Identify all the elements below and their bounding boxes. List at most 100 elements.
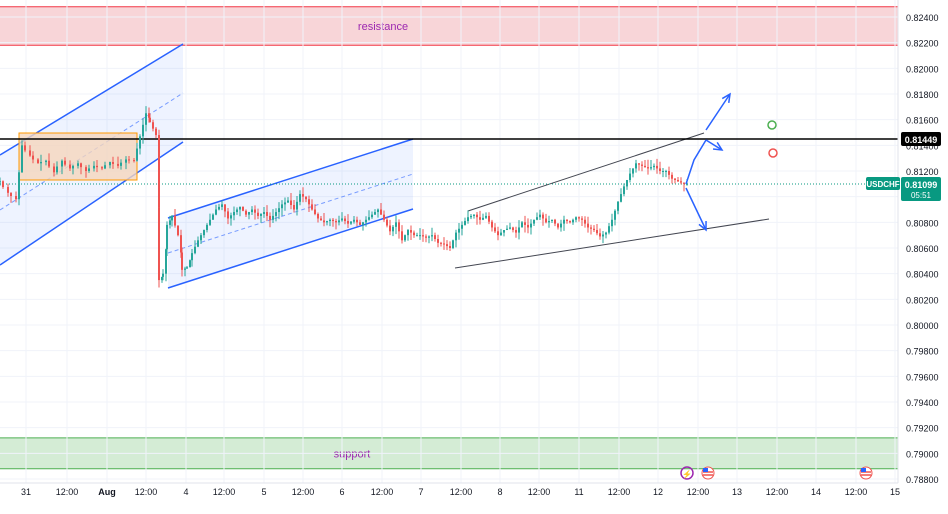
candle-body <box>93 165 95 169</box>
candle-body <box>314 209 316 214</box>
bar-countdown: 05:51 <box>911 191 932 200</box>
candle-body <box>245 210 247 215</box>
candle-body <box>596 230 598 234</box>
candle-body <box>659 168 661 171</box>
candle-body <box>152 122 154 129</box>
candle-body <box>165 249 167 274</box>
candle-body <box>572 219 574 223</box>
candle-body <box>109 162 111 166</box>
candle-body <box>644 165 646 168</box>
price-tick-label: 0.79600 <box>906 372 939 382</box>
price-tick-label: 0.82000 <box>906 64 939 74</box>
candle-body <box>497 231 499 236</box>
candle-body <box>24 145 26 151</box>
candle-body <box>61 160 63 167</box>
price-tick-label: 0.80000 <box>906 321 939 331</box>
candle-body <box>581 218 583 220</box>
candle-body <box>410 230 412 233</box>
candle-body <box>515 230 517 233</box>
time-tick-label: 6 <box>339 487 344 497</box>
candle-body <box>407 230 409 236</box>
price-tick-label: 0.80200 <box>906 295 939 305</box>
candle-body <box>518 227 520 233</box>
candle-body <box>557 223 559 228</box>
candle-body <box>671 174 673 179</box>
candle-body <box>85 167 87 171</box>
candle-body <box>620 194 622 202</box>
candle-body <box>566 219 568 222</box>
candle-body <box>341 218 343 221</box>
price-tick-label: 0.79200 <box>906 424 939 434</box>
candle-body <box>158 207 160 281</box>
candle-body <box>494 227 496 232</box>
candle-body <box>650 167 652 169</box>
candle-body <box>101 167 103 169</box>
candle-body <box>674 178 676 180</box>
candle-body <box>431 235 433 237</box>
candle-body <box>569 221 571 223</box>
time-tick-label: 31 <box>21 487 31 497</box>
time-tick-label: 15 <box>890 487 900 497</box>
time-tick-label: 12:00 <box>292 487 315 497</box>
green-circle-marker <box>767 120 777 130</box>
candle-body <box>104 165 106 169</box>
candle-body <box>404 235 406 241</box>
candle-body <box>623 186 625 195</box>
candle-body <box>554 219 556 224</box>
candle-body <box>302 194 304 197</box>
candle-body <box>488 215 490 222</box>
support-label: support <box>334 448 371 460</box>
time-tick-label: 11 <box>574 487 583 497</box>
candle-body <box>171 215 173 221</box>
candle-body <box>617 201 619 211</box>
candle-body <box>353 219 355 222</box>
candle-body <box>359 222 361 225</box>
candle-body <box>242 206 244 211</box>
price-tick-label: 0.82400 <box>906 13 939 23</box>
candle-body <box>425 236 427 238</box>
time-axis-bg <box>0 483 948 509</box>
time-tick-label: 12:00 <box>213 487 236 497</box>
lightning-event-icon[interactable] <box>680 466 694 480</box>
candle-body <box>593 228 595 231</box>
candle-body <box>329 219 331 222</box>
time-tick-label: 7 <box>418 487 423 497</box>
red-circle-marker <box>768 148 778 158</box>
candle-body <box>449 246 451 248</box>
symbol-name: USDCHF <box>866 180 899 189</box>
candle-body <box>233 212 235 216</box>
flag-canton <box>703 468 708 472</box>
candle-body <box>635 163 637 169</box>
candle-body <box>437 239 439 243</box>
candle-body <box>323 220 325 223</box>
time-tick-label: 12:00 <box>766 487 789 497</box>
candle-body <box>503 230 505 233</box>
candle-body <box>605 232 607 235</box>
candle-body <box>344 218 346 222</box>
candle-body <box>125 159 127 163</box>
candle-body <box>512 227 514 231</box>
candle-body <box>419 235 421 237</box>
candle-body <box>269 215 271 220</box>
price-tick-label: 0.81600 <box>906 116 939 126</box>
candle-body <box>479 217 481 220</box>
candle-body <box>281 204 283 209</box>
candle-body <box>45 160 47 163</box>
key-level-value: 0.81449 <box>905 135 938 145</box>
candle-body <box>186 267 188 269</box>
candle-body <box>347 221 349 224</box>
price-tick-label: 0.80600 <box>906 244 939 254</box>
candle-body <box>161 276 163 281</box>
time-tick-label: Aug <box>98 487 116 497</box>
candle-body <box>260 213 262 216</box>
resistance-label: resistance <box>358 21 408 33</box>
candle-body <box>563 219 565 224</box>
candle-body <box>482 217 484 220</box>
time-tick-label: 12:00 <box>56 487 79 497</box>
candle-body <box>37 159 39 164</box>
candle-body <box>380 209 382 215</box>
candle-body <box>377 209 379 213</box>
time-tick-label: 14 <box>811 487 821 497</box>
